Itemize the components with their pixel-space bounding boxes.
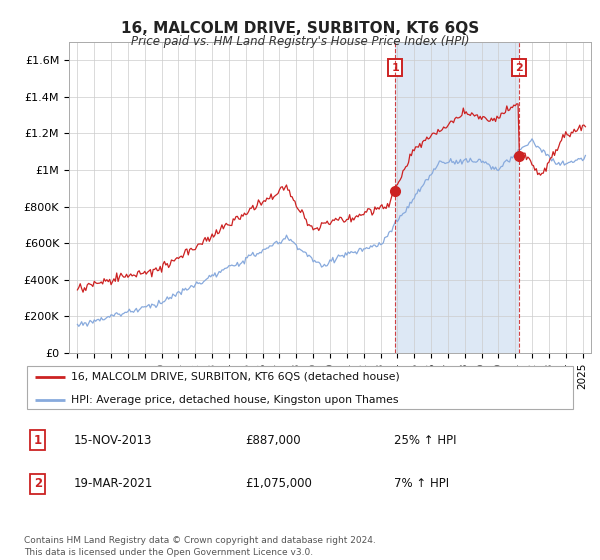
Text: Price paid vs. HM Land Registry's House Price Index (HPI): Price paid vs. HM Land Registry's House … xyxy=(131,35,469,48)
Text: 19-MAR-2021: 19-MAR-2021 xyxy=(74,477,153,490)
Text: 1: 1 xyxy=(391,63,399,73)
Text: Contains HM Land Registry data © Crown copyright and database right 2024.
This d: Contains HM Land Registry data © Crown c… xyxy=(24,536,376,557)
Bar xyxy=(395,42,519,353)
Text: £1,075,000: £1,075,000 xyxy=(245,477,311,490)
Text: 15-NOV-2013: 15-NOV-2013 xyxy=(74,434,152,447)
Text: 7% ↑ HPI: 7% ↑ HPI xyxy=(394,477,449,490)
Text: 1: 1 xyxy=(34,434,42,447)
Text: 25% ↑ HPI: 25% ↑ HPI xyxy=(394,434,457,447)
FancyBboxPatch shape xyxy=(27,366,573,409)
Text: £887,000: £887,000 xyxy=(245,434,301,447)
Text: 2: 2 xyxy=(34,477,42,490)
Text: 16, MALCOLM DRIVE, SURBITON, KT6 6QS (detached house): 16, MALCOLM DRIVE, SURBITON, KT6 6QS (de… xyxy=(71,372,400,382)
Text: 2: 2 xyxy=(515,63,523,73)
Text: HPI: Average price, detached house, Kingston upon Thames: HPI: Average price, detached house, King… xyxy=(71,395,398,405)
Text: 16, MALCOLM DRIVE, SURBITON, KT6 6QS: 16, MALCOLM DRIVE, SURBITON, KT6 6QS xyxy=(121,21,479,36)
